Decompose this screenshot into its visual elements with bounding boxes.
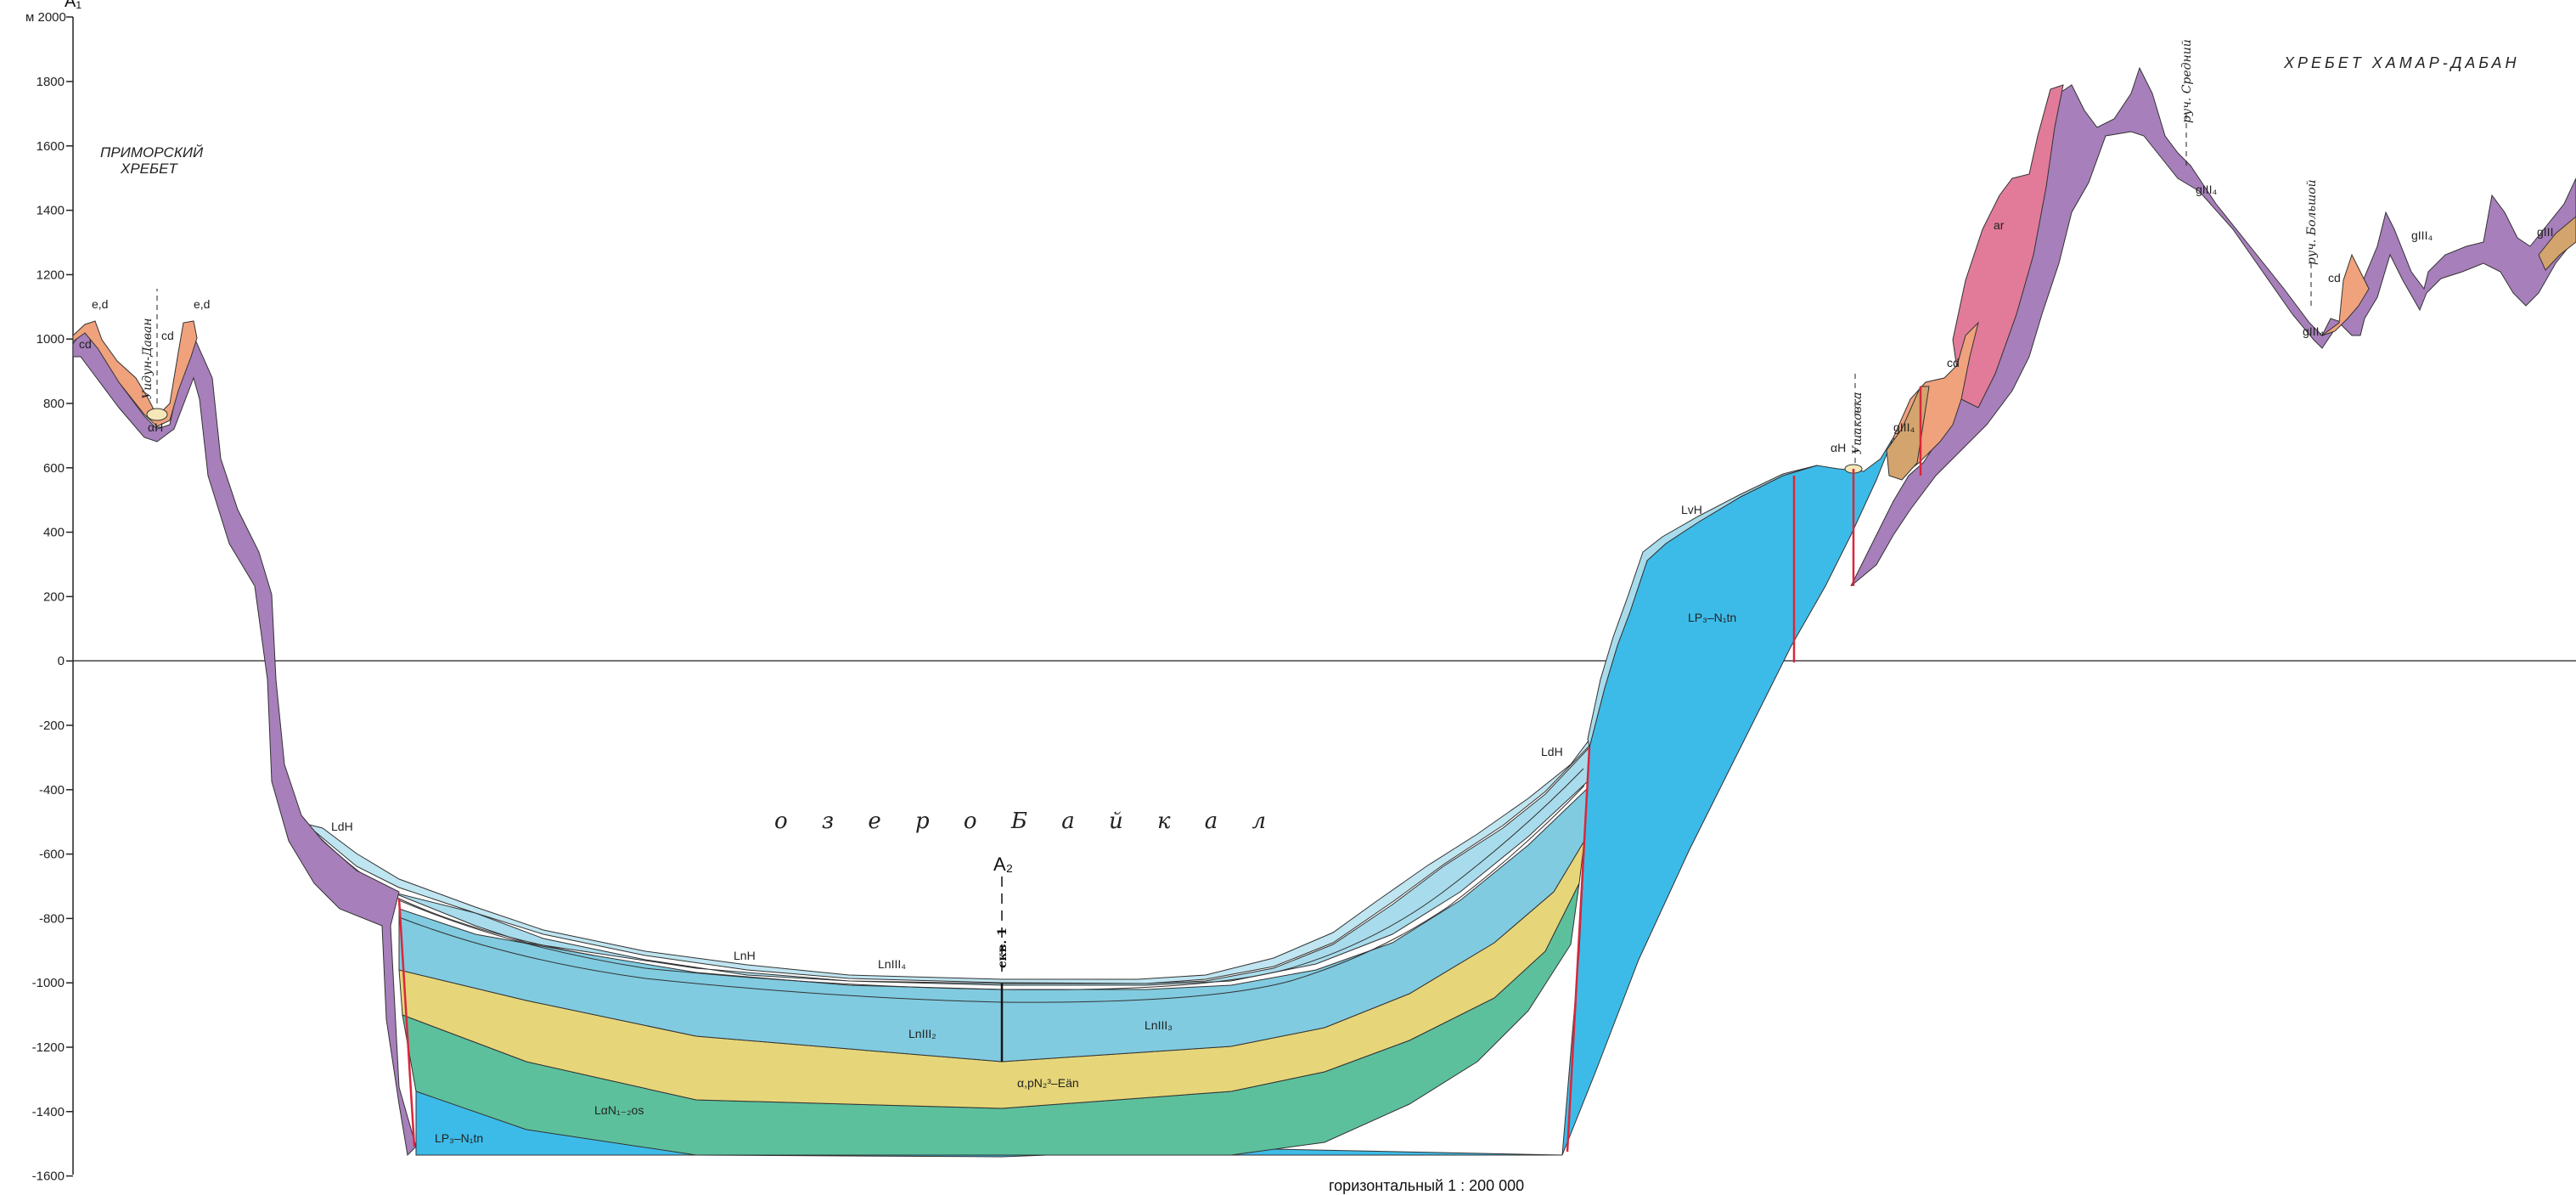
axis-tick-label: -1600 bbox=[32, 1170, 65, 1184]
left-basement bbox=[72, 326, 417, 1157]
unit-cd-right: cd bbox=[1947, 356, 1960, 369]
layer-lnh bbox=[390, 746, 1590, 986]
unit-cd-left: cd bbox=[161, 329, 174, 342]
lake-bottom-sediment bbox=[305, 730, 1597, 984]
unit-ed-right: e,d bbox=[194, 297, 210, 311]
unit-ar: ar bbox=[1994, 218, 2005, 232]
unit-labels: e,d cd cd e,d αH LdH LnH LnIII₄ LnIII₂ L… bbox=[79, 183, 2553, 1145]
stream-udun: Уидун-Даван bbox=[141, 318, 155, 399]
lake-baikal-label: о з е р о Б а й к а л bbox=[774, 809, 1280, 834]
axis-tick-label: -1400 bbox=[32, 1105, 65, 1119]
unit-giii4-e: gIII bbox=[2537, 225, 2553, 239]
unit-lniii2: LnIII₂ bbox=[908, 1027, 936, 1040]
unit-lniii3: LnIII₃ bbox=[1145, 1018, 1173, 1032]
unit-giii4-c: gIII₄ bbox=[2303, 324, 2324, 338]
unit-giii4-d: gIII₄ bbox=[2411, 228, 2433, 242]
axis-tick-label: 600 bbox=[43, 461, 65, 476]
right-pink-rock bbox=[1952, 84, 2064, 409]
axis-tick-label: 1600 bbox=[37, 139, 65, 154]
unit-lvh: LvH bbox=[1681, 503, 1702, 516]
unit-ldh-right: LdH bbox=[1541, 745, 1563, 758]
unit-ah-left: αH bbox=[148, 420, 163, 434]
layer-lniii bbox=[398, 786, 1589, 1063]
unit-lan: LαN₁₋₂os bbox=[594, 1103, 644, 1117]
corner-label: A₁ bbox=[65, 0, 82, 11]
axis-top-label: м 2000 bbox=[25, 10, 66, 25]
unit-ah-right: αH bbox=[1831, 441, 1846, 454]
axis-tick-label: -200 bbox=[39, 719, 65, 733]
axis-tick-label: -1200 bbox=[32, 1040, 65, 1055]
axis-tick-label: -400 bbox=[39, 783, 65, 798]
unit-lnh: LnH bbox=[734, 949, 756, 962]
unit-giii4-a: gIII₄ bbox=[1893, 420, 1915, 434]
axis-tick-label: 800 bbox=[43, 397, 65, 411]
horizontal-scale-label: горизонтальный 1 : 200 000 bbox=[1329, 1177, 1524, 1194]
axis-tick-label: 1000 bbox=[37, 332, 65, 347]
unit-lp3-right: LP₃–N₁tn bbox=[1688, 611, 1736, 624]
axis-tick-label: 1400 bbox=[37, 204, 65, 218]
unit-giii4-b: gIII₄ bbox=[2196, 183, 2217, 196]
far-right-till bbox=[2538, 216, 2576, 271]
unit-lp3-left: LP₃–N₁tn bbox=[435, 1131, 483, 1145]
unit-cd-left-small: cd bbox=[79, 337, 92, 351]
unit-cd-far: cd bbox=[2328, 271, 2341, 285]
stream-markers bbox=[156, 110, 2312, 463]
axis-tick-label: 1200 bbox=[37, 268, 65, 282]
stream-sredny: руч. Средний bbox=[2180, 39, 2194, 123]
axis-tick-label: 400 bbox=[43, 526, 65, 540]
elevation-ticks: 1800 1600 1400 1200 1000 800 600 400 200 0 -200 -40… bbox=[32, 75, 73, 1184]
right-basement bbox=[1850, 66, 2576, 587]
left-orange-deluvium bbox=[72, 320, 198, 427]
far-right-deluvium bbox=[2321, 253, 2370, 336]
faults bbox=[397, 386, 1922, 1153]
right-tan-till bbox=[1886, 386, 1930, 481]
axis-tick-label: 200 bbox=[43, 589, 65, 604]
stream-bolshoy: руч. Большой bbox=[2305, 179, 2319, 265]
well-marker-group: A₂ скв. 1 bbox=[993, 854, 1013, 1062]
axis-tick-label: -800 bbox=[39, 911, 65, 926]
left-valley-alluvium bbox=[146, 408, 168, 421]
lake-basin-layers bbox=[305, 746, 1590, 1158]
right-light-blue-band bbox=[1587, 465, 1818, 748]
unit-lniii4: LnIII₄ bbox=[878, 957, 906, 971]
stream-ushakovka: Ушаковка bbox=[1851, 392, 1865, 454]
primorsky-ridge-label-2: ХРЕБЕТ bbox=[120, 161, 178, 177]
well-label: скв. 1 bbox=[996, 927, 1010, 968]
khamar-daban-label: ХРЕБЕТ ХАМАР-ДАБАН bbox=[2283, 54, 2520, 71]
well-marker-label: A₂ bbox=[993, 854, 1013, 875]
axis-tick-label: -1000 bbox=[32, 976, 65, 990]
unit-ldh-left: LdH bbox=[331, 820, 353, 833]
axis-tick-label: 1800 bbox=[37, 75, 65, 89]
primorsky-ridge-label-1: ПРИМОРСКИЙ bbox=[100, 144, 204, 161]
unit-ed-left: e,d bbox=[92, 297, 108, 311]
axis-tick-label: 0 bbox=[58, 654, 65, 668]
axis-tick-label: -600 bbox=[39, 848, 65, 862]
unit-alpn: α,pN₂³–Eän bbox=[1017, 1076, 1079, 1090]
right-lp3-slope bbox=[1561, 437, 1894, 1156]
